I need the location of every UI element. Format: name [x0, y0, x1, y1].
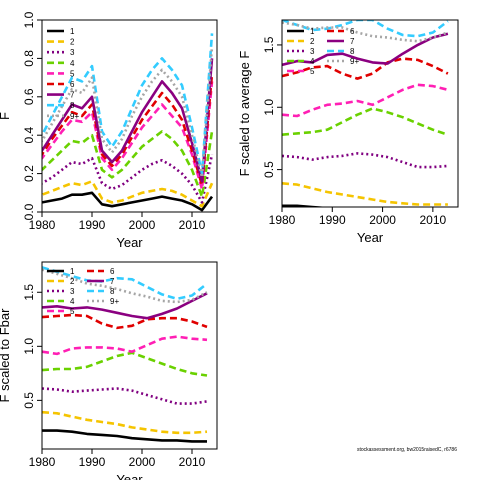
- series-line-7: [42, 58, 214, 183]
- panel-f-scaled-to-average-f: 1980 1990 2000 2010 0.5 1.0 1.5 F scaled to ave…: [237, 19, 459, 245]
- legend-label: 3: [70, 287, 75, 296]
- series-line-5: [282, 83, 449, 118]
- y-tick-label: 1.0: [22, 11, 36, 28]
- series-line-9plus: [42, 268, 208, 304]
- legend-label: 1: [70, 267, 75, 276]
- legend-label: 9+: [350, 57, 359, 66]
- legend-label: 1: [70, 27, 75, 36]
- y-tick-label: 1.0: [22, 338, 36, 355]
- x-axis-label: Year: [116, 472, 143, 480]
- series-line-9plus: [42, 46, 214, 179]
- y-tick-label: 0.5: [262, 161, 276, 178]
- series-line-3: [282, 152, 449, 169]
- legend-label: 5: [70, 307, 75, 316]
- series-line-5: [42, 81, 214, 191]
- legend-label: 4: [310, 57, 315, 66]
- series-line-3: [42, 387, 208, 405]
- legend-label: 1: [310, 27, 315, 36]
- series-line-4: [42, 351, 208, 377]
- x-tick-label: 2010: [179, 455, 206, 469]
- y-axis-label: F scaled to Fbar: [0, 308, 12, 403]
- series-line-8: [282, 20, 449, 38]
- legend-label: 2: [310, 37, 315, 46]
- panel-f: 1980 1990 2000 2010 0.0 0.2 0.4 0.6 0.8 1.0 F Year 1…: [0, 11, 218, 250]
- y-tick-label: 1.5: [22, 284, 36, 301]
- series-line-4: [42, 130, 214, 198]
- plot-frame: [41, 19, 218, 213]
- legend: 1 23 45 6 78 9+: [47, 27, 79, 121]
- x-tick-label: 2010: [420, 213, 447, 227]
- series-line-7: [42, 292, 208, 320]
- series-line-8: [42, 266, 208, 301]
- legend-label: 5: [310, 67, 315, 76]
- legend-label: 3: [310, 47, 315, 56]
- x-tick-label: 2000: [129, 218, 156, 232]
- series-line-6: [282, 57, 449, 80]
- y-tick-label: 1.5: [262, 36, 276, 53]
- x-tick-label: 1990: [319, 213, 346, 227]
- x-axis-label: Year: [116, 235, 143, 250]
- legend-label: 6: [110, 267, 115, 276]
- legend-label: 8: [350, 47, 355, 56]
- y-tick-label: 0.6: [22, 88, 36, 105]
- legend-label: 7: [70, 91, 75, 100]
- series-line-9plus: [282, 21, 449, 43]
- series-line-2: [42, 410, 208, 435]
- panel-f-scaled-to-fbar: 1980 1990 2000 2010 0.5 1.0 1.5 F scaled to Fba…: [0, 261, 218, 485]
- y-tick-label: 0.0: [22, 203, 36, 220]
- plot-frame: [281, 19, 459, 208]
- legend-label: 8: [110, 287, 115, 296]
- series-line-2: [282, 182, 448, 206]
- x-tick-label: 1980: [29, 218, 56, 232]
- legend-label: 4: [70, 297, 75, 306]
- legend-label: 2: [70, 277, 75, 286]
- legend-label: 6: [70, 80, 75, 89]
- y-axis-label: F scaled to average F: [237, 51, 252, 177]
- legend-label: 7: [350, 37, 355, 46]
- legend-label: 7: [110, 277, 115, 286]
- series-line-1: [42, 191, 214, 212]
- x-tick-label: 1980: [29, 455, 56, 469]
- legend-label: 9+: [110, 297, 119, 306]
- x-tick-label: 2010: [179, 218, 206, 232]
- x-axis-label: Year: [357, 230, 384, 245]
- y-tick-label: 0.4: [22, 127, 36, 144]
- series-line-6: [42, 73, 214, 187]
- x-tick-label: 1980: [269, 213, 296, 227]
- y-tick-label: 0.8: [22, 50, 36, 67]
- series-line-2: [42, 180, 214, 208]
- series-line-5: [42, 335, 208, 356]
- y-tick-label: 0.5: [22, 392, 36, 409]
- series-line-4: [282, 107, 449, 136]
- series-line-3: [42, 154, 214, 204]
- series-line-1: [42, 429, 207, 443]
- legend-label: 5: [70, 69, 75, 78]
- credit-text: stockassessment.org, bw2015raisedC, r678…: [357, 447, 457, 453]
- legend-label: 4: [70, 59, 75, 68]
- plot-frame: [41, 261, 218, 450]
- legend-label: 2: [70, 38, 75, 47]
- x-tick-label: 1990: [79, 455, 106, 469]
- legend-label: 6: [350, 27, 355, 36]
- x-tick-label: 2000: [369, 213, 396, 227]
- x-tick-label: 1990: [79, 218, 106, 232]
- legend-label: 9+: [70, 112, 79, 121]
- series-line-8: [42, 33, 214, 175]
- series-line-7: [282, 32, 449, 67]
- legend-label: 3: [70, 48, 75, 57]
- y-axis-label: F: [0, 112, 12, 120]
- series-line-6: [42, 313, 208, 330]
- y-tick-label: 0.2: [22, 165, 36, 182]
- x-tick-label: 2000: [129, 455, 156, 469]
- y-tick-label: 1.0: [262, 99, 276, 116]
- legend-label: 8: [70, 101, 75, 110]
